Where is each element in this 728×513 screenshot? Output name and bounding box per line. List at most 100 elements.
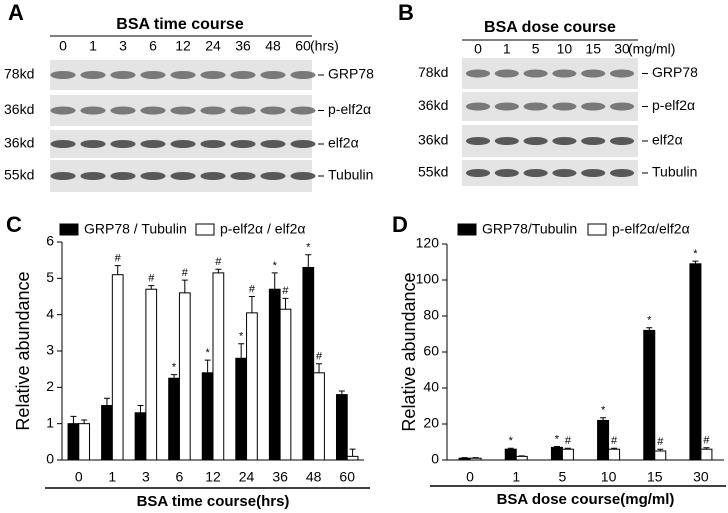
blot-band	[552, 137, 577, 145]
panel-letter: B	[398, 0, 414, 25]
y-tick-label: 120	[416, 235, 440, 251]
bar	[178, 292, 191, 461]
y-tick-label: 60	[423, 343, 439, 359]
blot-band	[80, 106, 106, 115]
error-bar	[70, 415, 77, 424]
y-axis-label: Relative abundance	[13, 271, 33, 430]
error-bar	[137, 405, 144, 413]
protein-label: elf2α	[652, 132, 683, 148]
x-tick-label: 36	[272, 469, 288, 485]
blot-band	[170, 106, 196, 115]
x-tick-label: 6	[176, 469, 184, 485]
size-label: 78kd	[4, 66, 34, 82]
blot-band	[494, 102, 519, 111]
bar	[302, 266, 315, 461]
error-bar	[316, 363, 323, 373]
blot-band	[523, 69, 548, 78]
blot-band	[260, 71, 286, 79]
blot-band	[523, 137, 548, 145]
lane-unit: (hrs)	[310, 38, 339, 54]
error-bar	[282, 297, 289, 310]
lane-label: 15	[585, 41, 601, 57]
blot-strip	[462, 160, 638, 186]
blot-band	[581, 137, 606, 145]
blot-band	[290, 71, 316, 79]
blot-band	[581, 102, 606, 111]
legend-label: p-elf2α/elf2α	[612, 221, 690, 237]
bar	[67, 423, 80, 461]
error-bar	[692, 260, 699, 264]
bar	[643, 329, 656, 461]
protein-label: GRP78	[652, 64, 698, 80]
bar	[134, 412, 147, 461]
blot-band	[230, 71, 256, 79]
bar	[550, 446, 563, 461]
blot-band	[609, 169, 635, 177]
x-tick-label: 1	[108, 469, 116, 485]
significance-marker: #	[249, 283, 256, 295]
blot-strip	[462, 92, 638, 121]
blot-band	[230, 172, 256, 180]
legend-label: p-elf2α / elf2α	[220, 221, 305, 237]
significance-marker: *	[509, 435, 514, 447]
bar	[235, 357, 248, 461]
significance-marker: #	[115, 253, 122, 265]
bar	[111, 274, 124, 461]
blot-band	[552, 102, 577, 111]
bar	[504, 448, 517, 461]
blot-band	[465, 102, 491, 111]
significance-marker: *	[205, 347, 210, 359]
y-tick-label: 20	[423, 415, 439, 431]
legend-swatch	[59, 223, 79, 236]
blot-band	[523, 169, 548, 177]
blot-band	[50, 172, 76, 180]
protein-label: elf2α	[328, 135, 359, 151]
blot-band	[609, 137, 635, 145]
bar	[246, 312, 258, 461]
bar	[313, 372, 325, 461]
significance-marker: *	[555, 433, 560, 445]
bar	[700, 448, 713, 461]
legend-swatch	[195, 223, 215, 236]
x-tick-label: 24	[239, 469, 255, 485]
blot-band	[581, 69, 606, 78]
error-bar	[305, 254, 312, 268]
significance-marker: #	[215, 256, 222, 268]
blot-band	[290, 140, 316, 148]
legend-label: GRP78/Tubulin	[482, 221, 577, 237]
blot-band	[552, 69, 577, 78]
protein-label: Tubulin	[652, 164, 697, 180]
blot-band	[50, 106, 76, 115]
x-tick-label: 30	[693, 469, 709, 485]
blot-band	[80, 71, 106, 79]
x-tick-label: 0	[75, 469, 83, 485]
x-tick-label: 1	[512, 469, 520, 485]
blot-band	[494, 137, 519, 145]
blot-band	[260, 172, 286, 180]
error-bar	[703, 447, 710, 450]
protein-label: p-elf2α	[328, 101, 371, 117]
size-label: 36kd	[418, 97, 448, 113]
blot-title: BSA time course	[116, 16, 244, 33]
blot-band	[110, 71, 136, 79]
lane-label: 0	[59, 38, 67, 54]
y-tick-label: 6	[46, 233, 54, 249]
blot-band	[465, 137, 491, 145]
x-tick-label: 60	[339, 469, 355, 485]
significance-marker: *	[647, 315, 652, 327]
blot-band	[230, 106, 256, 115]
bar	[212, 272, 225, 461]
blot-band	[465, 169, 491, 177]
blot-band	[200, 172, 226, 180]
blot-band	[140, 140, 166, 148]
size-label: 36kd	[4, 101, 34, 117]
lane-label: 30	[614, 41, 630, 57]
error-bar	[204, 359, 211, 373]
y-axis-label: Relative abundance	[399, 272, 419, 431]
bar	[279, 308, 292, 461]
bar	[78, 423, 91, 461]
panel-letter: C	[6, 212, 22, 237]
blot-band	[581, 169, 606, 177]
y-tick-label: 2	[46, 378, 54, 394]
blot-band	[523, 102, 548, 111]
